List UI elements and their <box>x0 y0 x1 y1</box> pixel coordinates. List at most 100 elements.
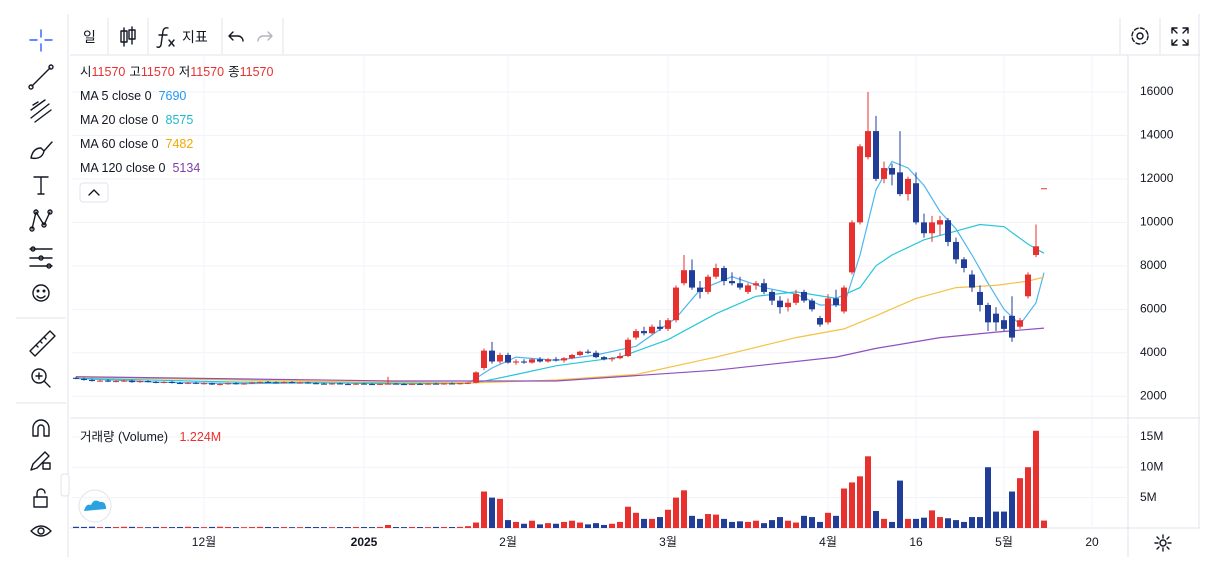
x-tick-label: 2월 <box>499 535 517 549</box>
x-tick-label: 16 <box>909 535 923 549</box>
ohlc-label: 저 <box>178 65 191 79</box>
candle-body <box>313 383 319 385</box>
volume-bar <box>801 515 807 528</box>
volume-bar <box>457 526 463 528</box>
text-tool[interactable] <box>33 176 49 195</box>
candle-body <box>657 326 663 329</box>
axis-settings-button[interactable] <box>1154 534 1172 552</box>
candle-body <box>417 383 423 385</box>
candle-body <box>921 222 927 234</box>
volume-bar <box>313 527 319 528</box>
ma-legend-row: MA 5 close 0 7690 <box>80 87 190 105</box>
pattern-tool[interactable] <box>29 209 53 232</box>
lock-drawing-tool[interactable] <box>30 451 51 471</box>
interval-button[interactable]: 일 <box>83 29 96 45</box>
chart-type-button[interactable] <box>120 26 136 47</box>
volume-bar <box>201 527 207 528</box>
visibility-tool[interactable] <box>30 525 52 537</box>
volume-bar <box>297 527 303 528</box>
volume-bar <box>649 518 655 528</box>
trend-line-tool[interactable] <box>28 64 54 90</box>
fib-tool[interactable] <box>30 99 52 123</box>
candle-body <box>777 300 783 308</box>
y-tick-label: 8000 <box>1140 258 1167 272</box>
prediction-tool[interactable] <box>29 246 53 269</box>
settings-button[interactable] <box>1131 27 1149 45</box>
icon-tool[interactable] <box>32 284 50 302</box>
volume-bar <box>865 456 871 528</box>
indicator-icon[interactable] <box>156 27 175 48</box>
volume-bar <box>689 515 695 528</box>
candle-body <box>345 384 351 386</box>
volume-bar <box>233 527 239 528</box>
candle-body <box>201 383 207 385</box>
volume-bar <box>849 482 855 528</box>
undo-button[interactable] <box>228 31 244 42</box>
volume-bar <box>161 527 167 528</box>
candle-body <box>433 383 439 385</box>
candle-body <box>673 287 679 321</box>
redo-button[interactable] <box>257 31 273 42</box>
candle-body <box>713 268 719 277</box>
collapse-toolbar[interactable] <box>60 473 70 497</box>
candle-body <box>633 331 639 338</box>
volume-bar <box>409 526 415 528</box>
candle-body <box>609 358 615 360</box>
candle-body <box>233 383 239 385</box>
volume-bar <box>209 526 215 528</box>
zoom-tool[interactable] <box>31 368 51 388</box>
candle-body <box>889 168 895 175</box>
crosshair-tool[interactable] <box>29 29 53 52</box>
indicators-button[interactable]: 지표 <box>182 29 208 45</box>
candle-body <box>393 383 399 385</box>
ma-value: 5134 <box>172 161 201 175</box>
volume-bar <box>537 524 543 528</box>
candle-body <box>425 383 431 385</box>
x-tick-label: 12월 <box>192 535 216 549</box>
volume-bar <box>753 520 759 528</box>
candle-body <box>401 384 407 386</box>
volume-bar <box>641 518 647 528</box>
volume-bar <box>793 522 799 528</box>
volume-bar <box>873 510 879 528</box>
volume-bar <box>241 527 247 528</box>
ma-value: 7482 <box>165 137 194 151</box>
candle-body <box>769 291 775 301</box>
volume-bar <box>985 467 991 528</box>
candle-body <box>953 241 959 260</box>
candle-body <box>185 382 191 384</box>
volume-bar <box>489 497 495 528</box>
logo-cloud <box>84 500 106 511</box>
ma-line <box>75 327 1045 382</box>
ma-name: MA 20 close 0 <box>80 113 159 127</box>
volume-bar <box>473 522 479 528</box>
volume-tick-label: 10M <box>1140 459 1163 473</box>
lock-tool[interactable] <box>33 488 48 508</box>
measure-tool[interactable] <box>29 330 56 357</box>
candle-body <box>441 383 447 385</box>
ma-line <box>75 160 1045 385</box>
candle-body <box>913 183 919 223</box>
x-tick-label: 20 <box>1085 535 1099 549</box>
volume-bar <box>721 518 727 528</box>
candle-body <box>329 383 335 385</box>
fullscreen-button[interactable] <box>1171 27 1189 46</box>
candle-body <box>945 220 951 242</box>
candle-body <box>89 379 95 382</box>
volume-bar <box>1009 491 1015 528</box>
candle-body <box>265 381 271 383</box>
volume-bar <box>225 526 231 528</box>
volume-bar <box>713 514 719 528</box>
candle-body <box>161 381 167 383</box>
candle-body <box>649 326 655 334</box>
volume-bar <box>529 520 535 528</box>
ohlc-legend: 시11570 고11570 저11570 종11570 <box>80 63 277 81</box>
brush-tool[interactable] <box>30 141 53 160</box>
legend-collapse-button[interactable] <box>79 182 109 203</box>
volume-bar <box>961 521 967 528</box>
magnet-tool[interactable] <box>32 419 50 437</box>
volume-bar <box>889 521 895 528</box>
candle-body <box>793 294 799 303</box>
volume-bar <box>665 509 671 528</box>
